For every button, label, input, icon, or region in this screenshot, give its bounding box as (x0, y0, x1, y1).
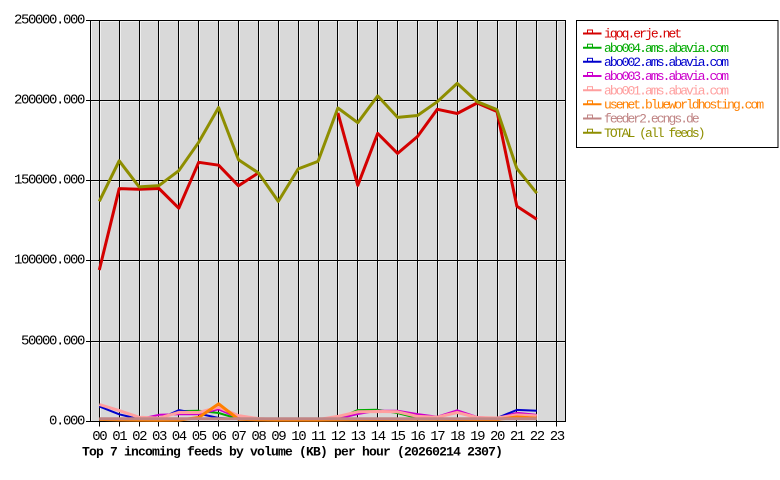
svg-text:50000.000: 50000.000 (21, 334, 85, 350)
svg-text:feeder2.ecngs.de: feeder2.ecngs.de (604, 112, 699, 127)
svg-text:21: 21 (510, 429, 525, 445)
svg-text:22: 22 (530, 429, 545, 445)
svg-text:usenet.blueworldhosting.com: usenet.blueworldhosting.com (604, 97, 764, 112)
svg-text:08: 08 (251, 429, 266, 445)
svg-text:Top 7 incoming feeds by volume: Top 7 incoming feeds by volume (KB) per … (82, 445, 502, 460)
svg-text:150000.000: 150000.000 (14, 173, 85, 189)
svg-text:abo001.ams.abavia.com: abo001.ams.abavia.com (604, 83, 729, 98)
svg-text:0.000: 0.000 (49, 414, 85, 430)
svg-text:11: 11 (311, 429, 326, 445)
svg-text:03: 03 (152, 429, 167, 445)
svg-text:200000.000: 200000.000 (14, 93, 85, 109)
svg-text:07: 07 (231, 429, 246, 445)
svg-text:02: 02 (132, 429, 147, 445)
svg-text:09: 09 (271, 429, 286, 445)
svg-text:abo004.ams.abavia.com: abo004.ams.abavia.com (604, 41, 729, 56)
svg-text:15: 15 (391, 429, 406, 445)
svg-text:16: 16 (410, 429, 425, 445)
svg-text:10: 10 (291, 429, 306, 445)
svg-text:23: 23 (550, 429, 565, 445)
svg-text:17: 17 (430, 429, 445, 445)
svg-text:abo003.ams.abavia.com: abo003.ams.abavia.com (604, 69, 729, 84)
svg-text:TOTAL (all feeds): TOTAL (all feeds) (604, 126, 704, 141)
svg-text:iqoq.erje.net: iqoq.erje.net (604, 27, 681, 42)
svg-text:00: 00 (92, 429, 107, 445)
svg-text:abo002.ams.abavia.com: abo002.ams.abavia.com (604, 55, 729, 70)
svg-text:14: 14 (371, 429, 386, 445)
svg-text:06: 06 (212, 429, 227, 445)
svg-text:20: 20 (490, 429, 505, 445)
svg-text:19: 19 (470, 429, 485, 445)
svg-text:01: 01 (112, 429, 127, 445)
svg-text:18: 18 (450, 429, 465, 445)
svg-text:100000.000: 100000.000 (14, 253, 85, 269)
svg-text:04: 04 (172, 429, 187, 445)
svg-text:250000.000: 250000.000 (14, 13, 85, 29)
svg-text:05: 05 (192, 429, 207, 445)
svg-text:12: 12 (331, 429, 346, 445)
svg-text:13: 13 (351, 429, 366, 445)
